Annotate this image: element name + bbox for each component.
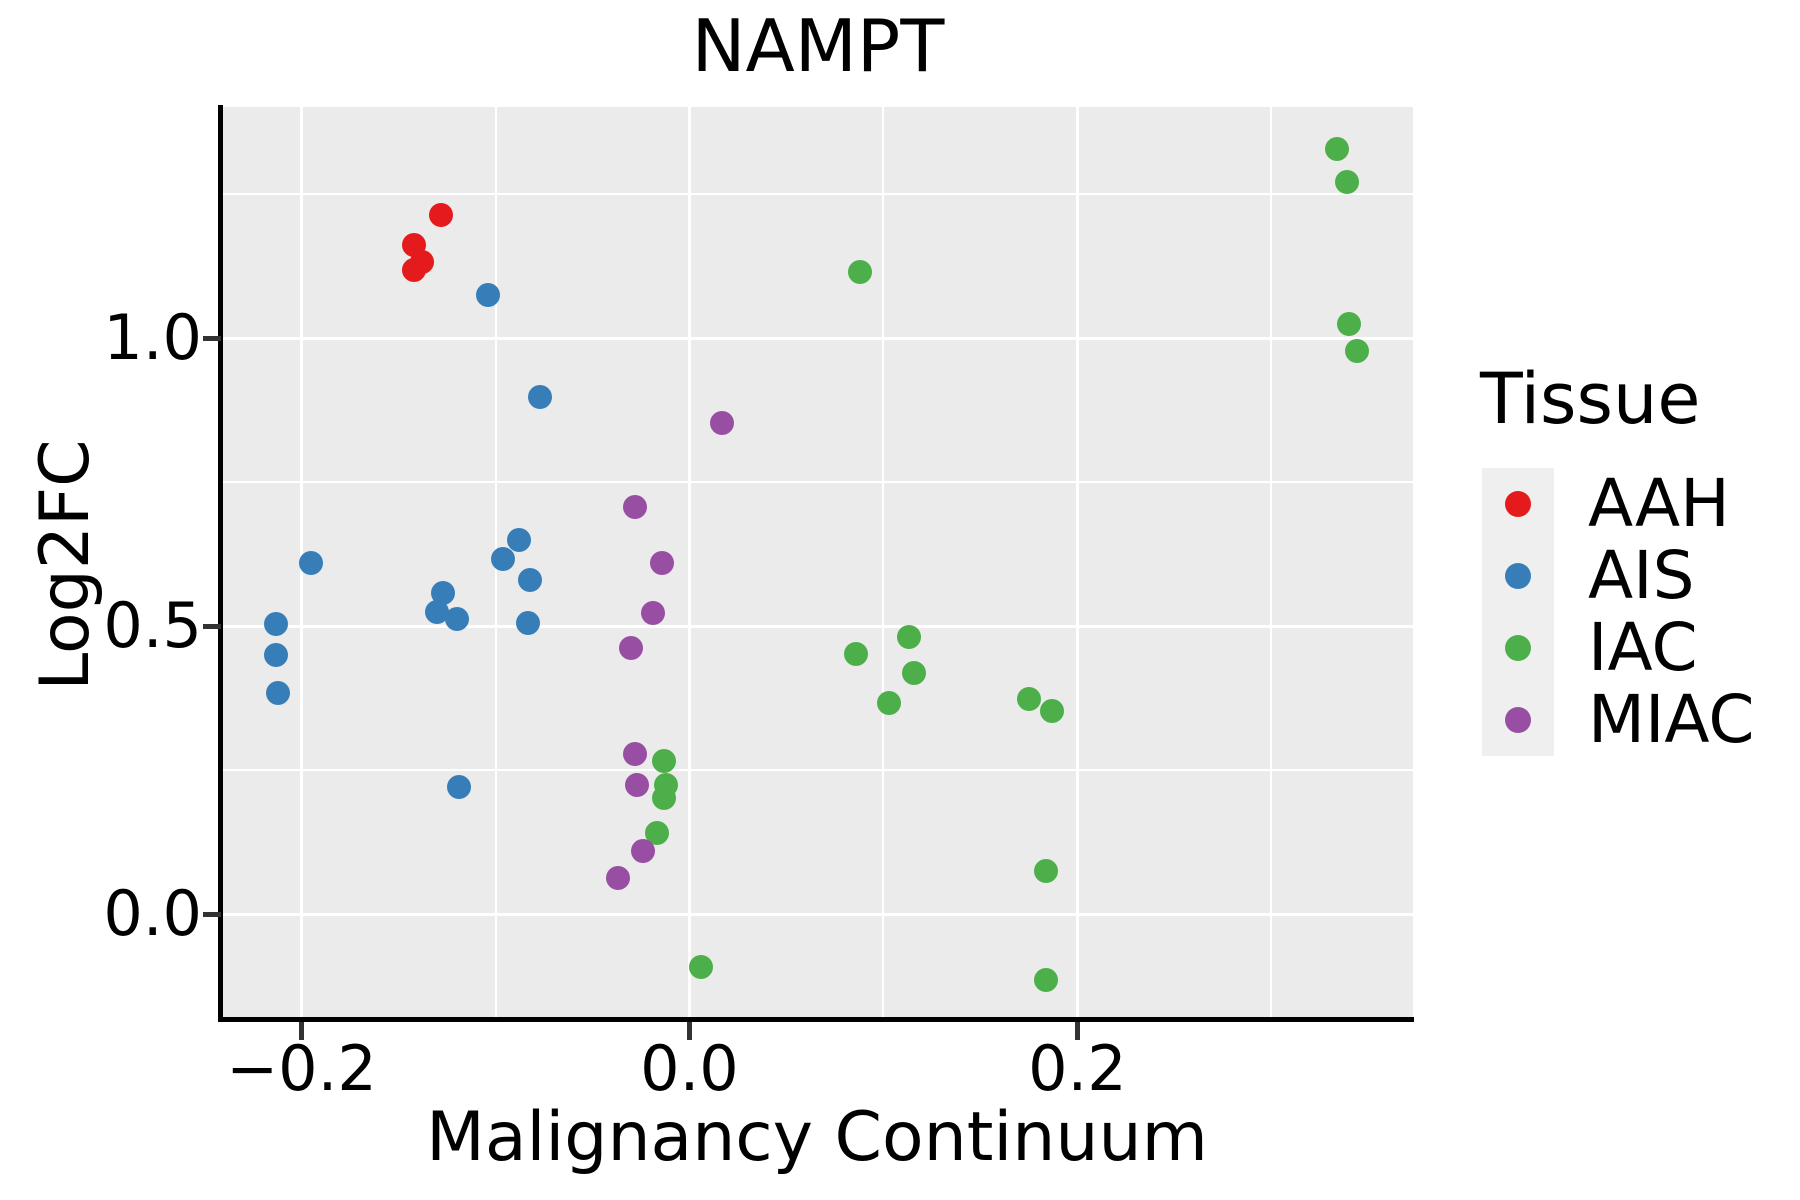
data-point-miac [710, 410, 735, 435]
plot-panel [222, 107, 1413, 1019]
data-point-ais [518, 567, 543, 592]
y-tick-label: 0.5 [103, 589, 202, 663]
data-point-ais [299, 550, 324, 575]
x-tick-label: 0.2 [1028, 1032, 1127, 1105]
data-point-miac [623, 494, 648, 519]
x-major-gridline [687, 107, 691, 1019]
x-axis-tick [1074, 1022, 1080, 1040]
data-point-miac [630, 839, 655, 864]
x-axis-line [218, 1017, 1414, 1022]
y-axis-tick [203, 623, 221, 629]
data-point-aah [429, 202, 454, 227]
data-point-miac [640, 600, 665, 625]
y-minor-gridline [222, 769, 1413, 772]
data-point-ais [264, 642, 289, 667]
legend-title: Tissue [1480, 358, 1701, 440]
data-point-iac [844, 642, 869, 667]
y-minor-gridline [222, 192, 1413, 195]
data-point-ais [516, 610, 541, 635]
data-point-iac [652, 786, 677, 811]
x-major-gridline [1075, 107, 1079, 1019]
data-point-iac [1335, 170, 1360, 195]
x-tick-label: −0.2 [226, 1032, 377, 1105]
x-axis-title: Malignancy Continuum [426, 1098, 1208, 1177]
legend-dot-miac [1505, 707, 1531, 733]
data-point-ais [444, 606, 469, 631]
data-point-miac [619, 635, 644, 660]
legend-dot-ais [1505, 563, 1531, 589]
data-point-miac [623, 741, 648, 766]
x-minor-gridline [882, 107, 885, 1019]
data-point-ais [506, 527, 531, 552]
y-axis-title: Log2FC [26, 439, 105, 691]
data-point-iac [1034, 858, 1059, 883]
y-tick-label: 0.0 [103, 877, 202, 951]
data-point-iac [1344, 339, 1369, 364]
data-point-miac [650, 550, 675, 575]
data-point-ais [264, 612, 289, 637]
chart-title: NAMPT [691, 4, 945, 88]
y-major-gridline [222, 336, 1413, 340]
data-point-iac [1336, 312, 1361, 337]
data-point-iac [848, 259, 873, 284]
data-point-iac [689, 955, 714, 980]
legend-dot-iac [1505, 635, 1531, 661]
data-point-ais [528, 384, 553, 409]
data-point-iac [1034, 968, 1059, 993]
y-axis-tick [203, 911, 221, 917]
data-point-ais [431, 581, 456, 606]
legend-label-ais: AIS [1588, 537, 1695, 614]
x-minor-gridline [1270, 107, 1273, 1019]
data-point-iac [877, 691, 902, 716]
legend-label-aah: AAH [1588, 465, 1730, 542]
legend-label-iac: IAC [1588, 609, 1698, 686]
y-tick-label: 1.0 [103, 301, 202, 375]
data-point-aah [402, 258, 427, 283]
data-point-ais [446, 774, 471, 799]
data-point-ais [475, 282, 500, 307]
y-axis-line [218, 105, 223, 1022]
data-point-iac [1325, 137, 1350, 162]
data-point-miac [625, 773, 650, 798]
y-minor-gridline [222, 481, 1413, 484]
x-axis-tick [299, 1022, 305, 1040]
data-point-iac [1016, 687, 1041, 712]
data-point-iac [1040, 698, 1065, 723]
y-axis-tick [203, 335, 221, 341]
y-major-gridline [222, 624, 1413, 628]
legend-label-miac: MIAC [1588, 681, 1755, 758]
data-point-miac [605, 866, 630, 891]
x-tick-label: 0.0 [640, 1032, 739, 1105]
data-point-iac [902, 661, 927, 686]
data-point-ais [491, 547, 516, 572]
legend-dot-aah [1505, 491, 1531, 517]
data-point-iac [896, 625, 921, 650]
x-axis-tick [686, 1022, 692, 1040]
y-major-gridline [222, 912, 1413, 916]
data-point-ais [266, 681, 291, 706]
data-point-iac [652, 748, 677, 773]
